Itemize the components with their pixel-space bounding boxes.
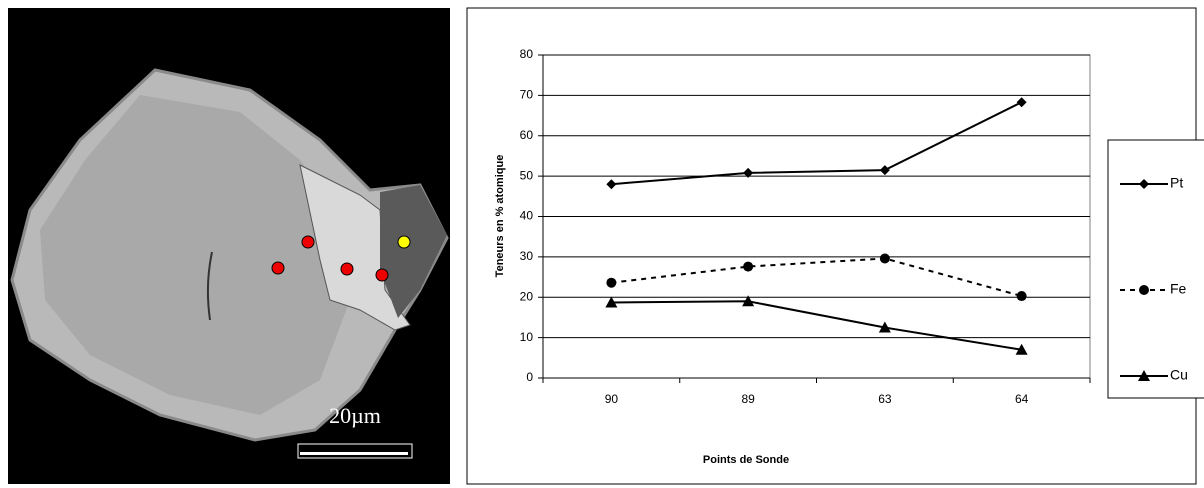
crystal-core (40, 95, 350, 415)
legend-box (1107, 139, 1204, 399)
altered-zone (299, 164, 411, 331)
crack (206, 251, 213, 321)
series-line (611, 300, 1022, 351)
scale-bar (300, 452, 408, 455)
marker (1016, 97, 1027, 108)
scale-bar-frame (297, 443, 413, 459)
x-tick-label: 64 (1015, 392, 1029, 406)
probe-point (271, 261, 285, 275)
y-tick-label: 30 (520, 249, 534, 263)
x-tick-label: 63 (878, 392, 892, 406)
x-axis-label: Points de Sonde (703, 454, 789, 466)
probe-point (375, 268, 389, 282)
y-tick-label: 50 (520, 168, 534, 182)
probe-point (340, 262, 354, 276)
marker (742, 295, 755, 307)
legend-label: Cu (1170, 367, 1188, 383)
marker (1015, 343, 1028, 355)
marker (743, 261, 754, 272)
y-tick-label: 70 (520, 88, 534, 102)
probe-point (301, 235, 315, 249)
marker (1139, 285, 1149, 295)
y-tick-label: 20 (520, 289, 534, 303)
y-tick-label: 40 (520, 209, 534, 223)
dark-rim (380, 185, 447, 318)
marker (1016, 291, 1027, 302)
legend-label: Fe (1170, 281, 1187, 297)
y-tick-label: 0 (526, 370, 533, 384)
marker (605, 296, 618, 308)
marker (606, 277, 617, 288)
legend-label: Pt (1170, 175, 1183, 191)
x-tick-label: 90 (605, 392, 619, 406)
y-axis-label: Teneurs en % atomique (494, 155, 506, 278)
micrograph: 20µm (8, 8, 450, 484)
probe-point (397, 235, 411, 249)
marker (1139, 179, 1149, 189)
marker (606, 179, 617, 190)
marker (879, 253, 890, 264)
y-tick-label: 80 (520, 47, 534, 61)
marker (1138, 370, 1150, 381)
y-tick-label: 60 (520, 128, 534, 142)
marker (879, 165, 890, 176)
marker (878, 321, 891, 333)
marker (743, 167, 754, 178)
x-tick-label: 89 (741, 392, 755, 406)
series-line (611, 101, 1023, 186)
scale-label: 20µm (329, 403, 381, 428)
y-tick-label: 10 (520, 330, 534, 344)
